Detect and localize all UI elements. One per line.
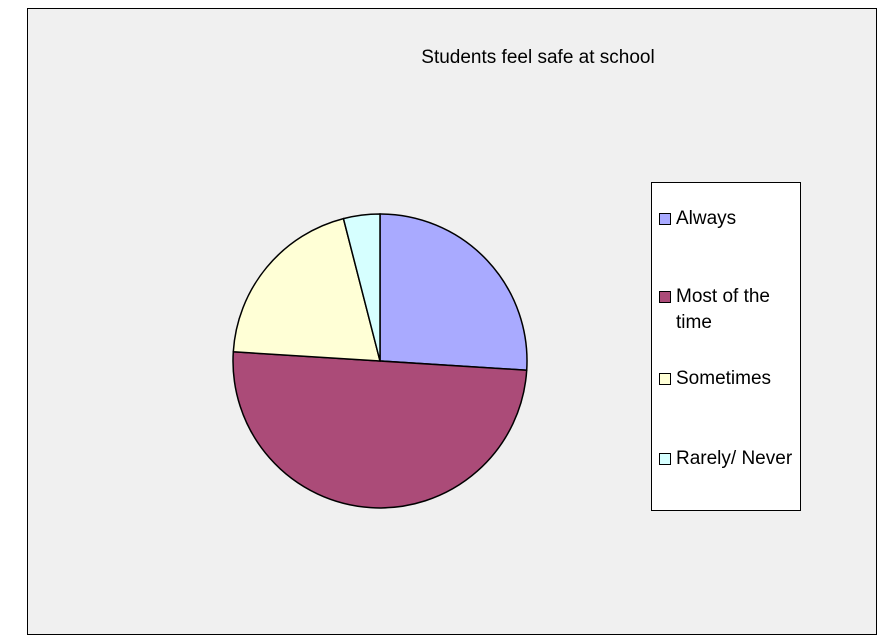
legend: Always Most of the time Sometimes Rarely… [651,182,801,511]
chart-area: Students feel safe at school Always Most… [27,8,877,635]
pie-slice-always [379,213,528,372]
legend-label-always: Always [676,208,737,229]
legend-label-sometimes: Sometimes [676,368,772,389]
legend-swatch-most-of-the-time [659,291,671,303]
legend-item-always: Always [659,206,799,232]
pie-slice-sometimes [232,217,381,362]
pie-chart [232,213,528,509]
legend-swatch-always [659,213,671,225]
legend-swatch-rarely-never [659,453,671,465]
legend-item-rarely-never: Rarely/ Never [659,446,799,472]
legend-label-most-of-the-time: Most of the time [676,286,770,333]
pie-slice-rarely-never [342,213,381,362]
chart-title: Students feel safe at school [421,47,655,68]
legend-item-sometimes: Sometimes [659,366,799,392]
legend-label-rarely-never: Rarely/ Never [676,448,793,469]
legend-item-most-of-the-time: Most of the time [659,284,799,336]
legend-swatch-sometimes [659,373,671,385]
pie-slice-most-of-the-time [232,350,528,509]
